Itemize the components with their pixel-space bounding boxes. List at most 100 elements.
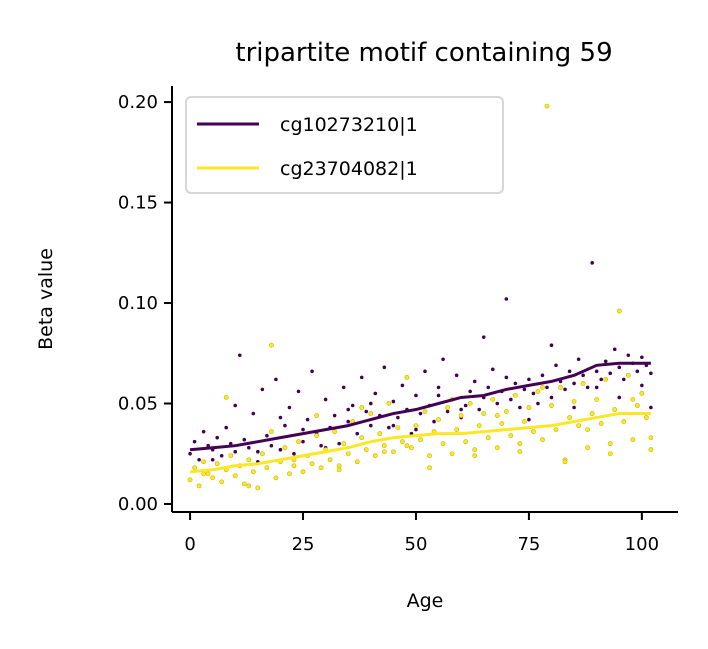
data-point — [409, 445, 414, 451]
data-point — [476, 423, 482, 428]
x-tick-label: 0 — [184, 534, 195, 555]
data-point — [350, 403, 356, 408]
data-point — [589, 411, 595, 416]
data-point — [558, 385, 563, 390]
data-point — [196, 457, 202, 463]
data-point — [521, 419, 527, 424]
data-point — [612, 346, 618, 352]
data-point — [336, 467, 342, 473]
chart-title: tripartite motif containing 59 — [235, 38, 612, 68]
data-point — [648, 370, 654, 376]
data-point — [630, 437, 636, 443]
data-point — [544, 103, 550, 109]
data-point — [377, 431, 383, 437]
data-point — [318, 465, 324, 471]
data-point — [282, 423, 288, 428]
data-point — [305, 417, 310, 422]
data-point — [278, 415, 283, 420]
data-point — [445, 405, 450, 410]
data-point — [332, 429, 338, 435]
data-point — [580, 372, 586, 378]
data-point — [512, 380, 518, 386]
legend-label-cg23704082: cg23704082|1 — [280, 158, 418, 180]
data-point — [395, 415, 401, 420]
data-point — [390, 399, 396, 404]
data-point — [603, 376, 609, 382]
data-point — [648, 447, 654, 453]
data-point — [576, 423, 582, 428]
data-point — [210, 457, 216, 463]
data-point — [485, 435, 491, 441]
data-point — [499, 421, 505, 426]
y-axis-ticks: 0.00 0.05 0.10 0.15 0.20 — [118, 92, 172, 515]
data-point — [616, 395, 622, 400]
legend: cg10273210|1 cg23704082|1 — [185, 96, 504, 194]
data-point — [368, 423, 374, 428]
data-point — [268, 443, 274, 449]
x-tick-label: 50 — [405, 534, 428, 555]
data-point — [309, 368, 315, 374]
data-point — [255, 485, 261, 491]
data-point — [648, 405, 654, 410]
data-point — [526, 376, 532, 382]
data-point — [490, 366, 496, 372]
data-point — [264, 433, 270, 439]
data-point — [531, 391, 536, 396]
data-point — [585, 445, 591, 451]
data-point — [359, 435, 365, 441]
data-point — [454, 427, 460, 433]
data-point — [282, 445, 288, 451]
data-point — [241, 481, 247, 487]
data-point — [481, 411, 487, 416]
data-point — [323, 397, 329, 402]
data-point — [625, 372, 631, 378]
data-point — [490, 397, 496, 402]
data-point — [436, 393, 441, 398]
data-point — [400, 439, 405, 445]
data-point — [458, 407, 464, 412]
y-tick-label: 0.15 — [118, 193, 158, 214]
data-point — [639, 383, 645, 388]
data-point — [192, 465, 197, 471]
data-point — [467, 401, 473, 406]
data-point — [287, 471, 292, 477]
data-point — [201, 471, 207, 477]
data-point — [314, 413, 319, 418]
trend-line-cg23704082 — [189, 412, 651, 474]
data-point — [341, 441, 347, 447]
x-tick-label: 25 — [292, 534, 315, 555]
data-point — [598, 421, 604, 426]
data-point — [345, 407, 351, 412]
data-point — [549, 342, 554, 348]
data-point — [372, 453, 378, 459]
data-point — [467, 389, 473, 394]
trend-line-cg10273210 — [189, 361, 651, 452]
data-point — [540, 437, 545, 443]
data-point — [512, 393, 518, 398]
data-point — [580, 380, 586, 386]
data-point — [187, 477, 193, 483]
data-point — [535, 401, 541, 406]
data-point — [246, 457, 252, 463]
data-point — [567, 415, 572, 420]
data-point — [531, 429, 536, 435]
data-point — [296, 439, 301, 445]
data-point — [436, 417, 441, 422]
data-point — [481, 334, 487, 340]
data-point — [589, 260, 595, 266]
y-tick-label: 0.20 — [118, 92, 158, 113]
data-point — [400, 383, 405, 388]
legend-frame — [185, 96, 504, 194]
data-point — [404, 443, 410, 449]
data-point — [196, 483, 202, 489]
data-point — [562, 387, 568, 392]
data-point — [503, 296, 509, 302]
data-point — [517, 405, 523, 410]
data-point — [576, 356, 582, 362]
data-point — [540, 385, 545, 390]
data-point — [476, 407, 482, 412]
plot-area — [187, 103, 654, 491]
data-point — [427, 453, 432, 459]
data-point — [210, 475, 216, 481]
data-point — [259, 387, 265, 392]
